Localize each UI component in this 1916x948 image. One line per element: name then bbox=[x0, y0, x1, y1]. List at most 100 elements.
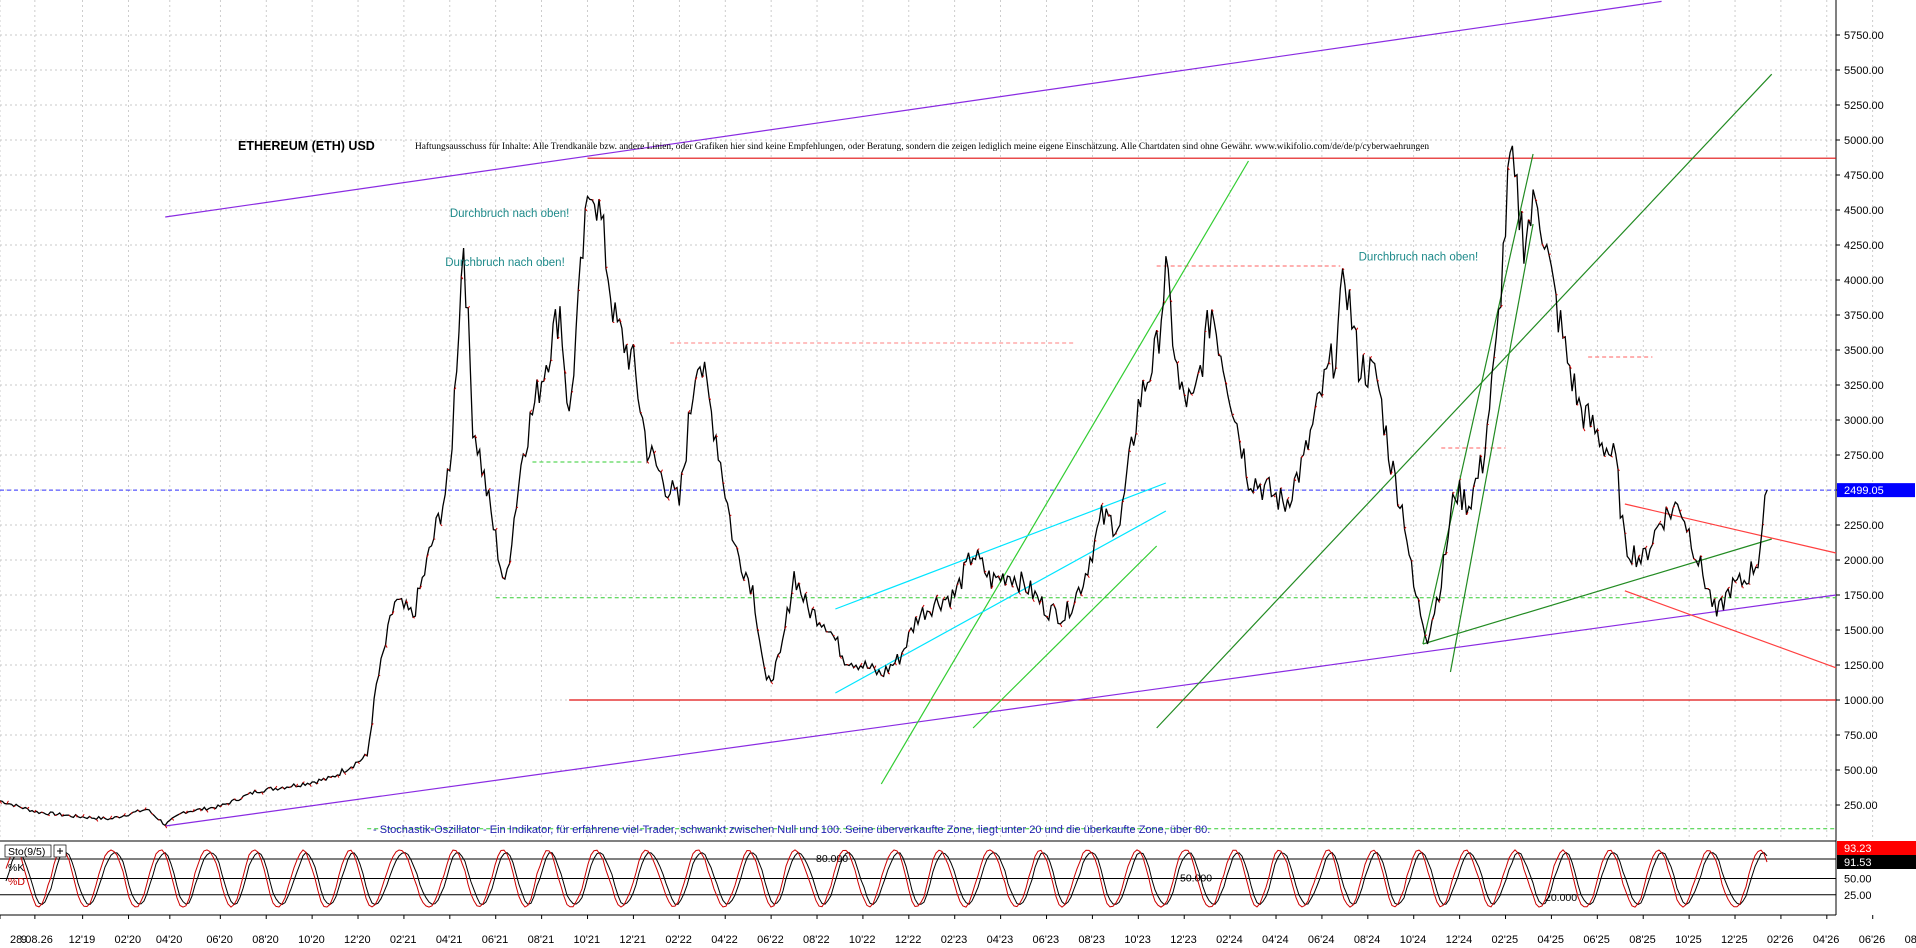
time-tick-label: 04'23 bbox=[987, 934, 1014, 946]
time-tick-label: 12'25 bbox=[1721, 934, 1748, 946]
trend-lines bbox=[165, 0, 1837, 827]
osc-d-badge bbox=[1837, 855, 1916, 869]
price-axis: 250.00 500.00 750.00 1000.00 1250.00 1500.00 1… bbox=[1836, 30, 1915, 812]
annotation-label: Durchbruch nach oben! bbox=[445, 257, 565, 269]
time-tick-label: 04'24 bbox=[1262, 934, 1289, 946]
trend-line bbox=[165, 594, 1837, 827]
osc-inline-label: 50.000 bbox=[1180, 873, 1212, 885]
trend-line bbox=[1156, 73, 1773, 729]
price-tick-label: 5250.00 bbox=[1844, 100, 1884, 112]
price-tick-label: 750.00 bbox=[1844, 730, 1878, 742]
time-tick-label: 9 bbox=[21, 934, 27, 946]
price-tick-label: 4000.00 bbox=[1844, 275, 1884, 287]
osc-k-badge bbox=[1837, 841, 1916, 855]
osc-inline-label: 80.000 bbox=[816, 853, 848, 865]
price-tick-label: 3750.00 bbox=[1844, 310, 1884, 322]
time-tick-label: 08'26 bbox=[1905, 934, 1916, 946]
price-tick-label: 3000.00 bbox=[1844, 415, 1884, 427]
price-line bbox=[0, 145, 1768, 827]
price-tick-label: 2250.00 bbox=[1844, 520, 1884, 532]
trend-line bbox=[1422, 153, 1534, 645]
price-tick-label: 1500.00 bbox=[1844, 625, 1884, 637]
time-tick-label: 10'23 bbox=[1124, 934, 1151, 946]
time-axis: 28.08.269 12'19 02'20 04'20 06'20 08'20 10'20 1… bbox=[0, 915, 1916, 946]
time-tick-label: 04'20 bbox=[156, 934, 183, 946]
price-tick-label: 1250.00 bbox=[1844, 660, 1884, 672]
time-tick-label: 10'22 bbox=[849, 934, 876, 946]
time-tick-label: 12'22 bbox=[895, 934, 922, 946]
trend-line bbox=[1624, 503, 1837, 554]
time-tick-label: 08'23 bbox=[1078, 934, 1105, 946]
time-tick-label: 04'21 bbox=[436, 934, 463, 946]
osc-name-box bbox=[4, 844, 52, 858]
stochastic-panel: 25.0050.0080.0080.00050.00020.000Sto(9/5… bbox=[0, 841, 1916, 908]
time-tick-label: 04'26 bbox=[1813, 934, 1840, 946]
time-tick-label: 10'20 bbox=[298, 934, 325, 946]
osc-level-label: 25.00 bbox=[1844, 890, 1872, 902]
time-tick-label: 02'23 bbox=[941, 934, 968, 946]
osc-inline-label: 20.000 bbox=[1545, 892, 1577, 904]
osc-d-label: %D bbox=[8, 876, 25, 888]
time-tick-label: 04'22 bbox=[711, 934, 738, 946]
trend-line bbox=[880, 160, 1249, 785]
current-price-badge bbox=[1837, 483, 1915, 498]
horizontal-levels bbox=[0, 157, 1836, 830]
time-tick-label: 02'22 bbox=[665, 934, 692, 946]
price-tick-label: 3250.00 bbox=[1844, 380, 1884, 392]
time-tick-label: 08'22 bbox=[803, 934, 830, 946]
price-tick-label: 250.00 bbox=[1844, 800, 1878, 812]
price-tick-label: 500.00 bbox=[1844, 765, 1878, 777]
osc-level-label: 50.00 bbox=[1844, 874, 1872, 886]
price-candles-red bbox=[0, 167, 1765, 829]
time-tick-label: 02'26 bbox=[1767, 934, 1794, 946]
trend-line bbox=[165, 0, 1662, 218]
trend-line bbox=[1422, 538, 1772, 645]
osc-d-line bbox=[5, 851, 1768, 906]
annotation-label: Durchbruch nach oben! bbox=[1359, 251, 1479, 263]
time-tick-label: 08'24 bbox=[1354, 934, 1381, 946]
time-tick-label: 12'24 bbox=[1446, 934, 1473, 946]
osc-name: Sto(9/5) bbox=[8, 846, 45, 858]
oscillator-note: - Stochastik-Oszillator - Ein Indikator,… bbox=[373, 824, 1210, 836]
time-tick-label: 06'22 bbox=[757, 934, 784, 946]
time-tick-label: 02'25 bbox=[1492, 934, 1519, 946]
time-tick-label: 06'20 bbox=[206, 934, 233, 946]
time-tick-label: 28.08.26 bbox=[10, 934, 53, 946]
time-tick-label: 06'24 bbox=[1308, 934, 1335, 946]
plus-icon bbox=[57, 848, 63, 854]
current-price-label: 2499.05 bbox=[1844, 485, 1884, 497]
price-tick-label: 4750.00 bbox=[1844, 170, 1884, 182]
time-tick-label: 06'21 bbox=[482, 934, 509, 946]
time-tick-label: 12'23 bbox=[1170, 934, 1197, 946]
price-tick-label: 3500.00 bbox=[1844, 345, 1884, 357]
trend-line bbox=[972, 545, 1158, 729]
price-tick-label: 4500.00 bbox=[1844, 205, 1884, 217]
time-tick-label: 10'25 bbox=[1675, 934, 1702, 946]
time-tick-label: 08'25 bbox=[1629, 934, 1656, 946]
osc-k-label: %K bbox=[8, 862, 24, 874]
price-tick-label: 5500.00 bbox=[1844, 65, 1884, 77]
time-tick-label: 06'25 bbox=[1583, 934, 1610, 946]
trend-line bbox=[1624, 590, 1837, 669]
time-tick-label: 12'20 bbox=[344, 934, 371, 946]
price-tick-label: 2750.00 bbox=[1844, 450, 1884, 462]
price-series bbox=[0, 145, 1768, 829]
time-tick-label: 10'24 bbox=[1400, 934, 1427, 946]
time-tick-label: 06'23 bbox=[1033, 934, 1060, 946]
price-tick-label: 4250.00 bbox=[1844, 240, 1884, 252]
price-tick-label: 5000.00 bbox=[1844, 135, 1884, 147]
disclaimer-text: Haftungsausschuss für Inhalte: Alle Tren… bbox=[415, 141, 1429, 152]
price-tick-label: 5750.00 bbox=[1844, 30, 1884, 42]
time-tick-label: 02'20 bbox=[115, 934, 142, 946]
time-tick-label: 02'24 bbox=[1216, 934, 1243, 946]
annotations: Durchbruch nach oben! Durchbruch nach obe… bbox=[445, 208, 1478, 269]
time-tick-label: 10'21 bbox=[574, 934, 601, 946]
price-tick-label: 1000.00 bbox=[1844, 695, 1884, 707]
annotation-label: Durchbruch nach oben! bbox=[450, 208, 570, 220]
time-tick-label: 12'21 bbox=[619, 934, 646, 946]
trend-line bbox=[835, 482, 1167, 610]
time-tick-label: 04'25 bbox=[1537, 934, 1564, 946]
time-tick-label: 12'19 bbox=[69, 934, 96, 946]
price-tick-label: 1750.00 bbox=[1844, 590, 1884, 602]
